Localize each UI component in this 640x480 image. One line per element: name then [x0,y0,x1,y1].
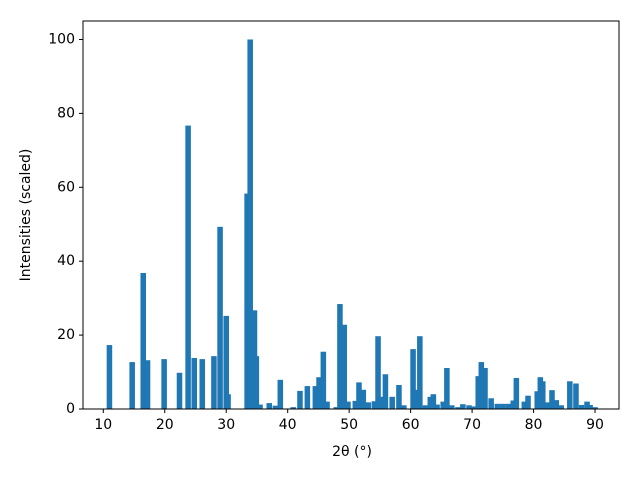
bar [430,394,437,409]
bar [185,125,191,409]
bar [417,336,423,409]
y-axis-label: Intensities (scaled) [18,149,34,282]
bar [505,403,512,409]
bar [360,389,367,409]
bar [500,403,506,409]
bar [444,367,450,409]
bar [244,193,250,409]
x-tick-label: 50 [340,417,358,433]
bar [144,360,151,409]
bar [396,384,402,409]
bar [449,405,455,409]
bar [247,39,253,409]
bar [478,362,485,409]
bar [592,407,598,409]
bar [378,396,384,409]
bar [567,381,573,409]
bar [266,403,273,409]
bar [466,405,472,409]
bar [316,377,322,409]
bar [513,377,520,409]
bar [389,396,395,409]
bar [587,404,593,409]
bar [161,359,167,409]
bar [470,406,477,409]
x-tick-label: 30 [217,417,235,433]
bar [440,401,446,409]
bar [382,374,389,409]
bar [455,407,461,409]
x-tick-label: 60 [402,417,420,433]
x-tick-label: 90 [586,417,604,433]
bar [320,351,327,409]
bar [534,391,541,409]
y-tick-label: 20 [57,327,75,343]
plot-frame [82,20,620,410]
bar [365,402,371,409]
bar [211,356,217,409]
bar [217,226,223,409]
bar [277,379,284,409]
bar [510,400,517,409]
bar [488,398,494,409]
y-tick-label: 40 [57,253,75,269]
bar [333,407,340,409]
x-tick-label: 20 [156,417,174,433]
bar [253,356,260,409]
bar [129,362,135,409]
bar [176,372,183,409]
bar [544,402,550,409]
bar [558,405,564,409]
bar [257,404,263,409]
bar [482,367,488,409]
bar [352,400,359,409]
y-tick-label: 100 [48,31,75,47]
bar [401,405,407,409]
x-tick-label: 70 [463,417,481,433]
bar [356,382,362,409]
bar [413,389,419,409]
bar [290,407,296,409]
y-tick-label: 60 [57,179,75,195]
x-tick-label: 40 [279,417,297,433]
bar [272,405,279,409]
bar [578,404,585,409]
bar [475,376,482,409]
bar [324,401,330,409]
bar [199,359,206,409]
bar [223,315,229,409]
bar [312,386,319,409]
bar [375,336,381,409]
bar [225,394,231,409]
bar [297,390,303,409]
y-tick-label: 0 [66,401,75,417]
bar [553,400,560,409]
bar [540,381,546,409]
x-axis-label: 2θ (°) [332,444,372,460]
bar [427,396,434,409]
bar [191,358,198,409]
bar [460,404,466,409]
x-tick-label: 10 [94,417,112,433]
bar [584,401,590,409]
bar [410,349,416,409]
bar [304,386,311,409]
x-tick-label: 80 [525,417,543,433]
bar [422,405,429,409]
bar [549,390,555,409]
bar [434,404,440,409]
bar [345,401,351,409]
bar [341,324,348,409]
bar [494,403,501,409]
bar [521,401,528,409]
bar [371,401,378,409]
bar [573,383,579,409]
y-tick-label: 80 [57,105,75,121]
bar [140,273,147,409]
bar [337,304,343,409]
bar [525,395,531,409]
bar [106,345,113,409]
